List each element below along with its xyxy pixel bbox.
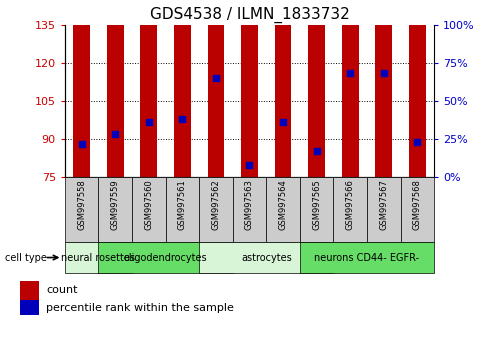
Point <box>346 71 354 76</box>
Point <box>212 75 220 81</box>
Bar <box>166 177 199 242</box>
Bar <box>174 0 191 177</box>
Bar <box>65 242 132 273</box>
Text: GSM997568: GSM997568 <box>413 179 422 230</box>
Text: cell type: cell type <box>5 252 47 263</box>
Point <box>78 141 86 146</box>
Bar <box>342 0 359 177</box>
Text: GSM997558: GSM997558 <box>77 179 86 230</box>
Bar <box>107 0 124 177</box>
Bar <box>19 281 39 300</box>
Text: astrocytes: astrocytes <box>241 252 291 263</box>
Bar <box>98 177 132 242</box>
Point <box>380 71 388 76</box>
Bar <box>98 242 233 273</box>
Bar <box>132 177 166 242</box>
Bar <box>199 242 333 273</box>
Point <box>246 162 253 168</box>
Text: GSM997559: GSM997559 <box>111 179 120 230</box>
Point <box>111 132 119 137</box>
Text: oligodendrocytes: oligodendrocytes <box>124 252 208 263</box>
Text: neurons CD44- EGFR-: neurons CD44- EGFR- <box>314 252 420 263</box>
Text: count: count <box>46 285 77 296</box>
Text: GSM997563: GSM997563 <box>245 179 254 230</box>
Point <box>145 119 153 125</box>
Text: neural rosettes: neural rosettes <box>61 252 135 263</box>
Text: GSM997561: GSM997561 <box>178 179 187 230</box>
Bar <box>367 177 401 242</box>
Bar <box>401 177 434 242</box>
Bar <box>266 177 300 242</box>
Bar <box>233 177 266 242</box>
Bar <box>73 0 90 177</box>
Point <box>178 116 186 122</box>
Text: GSM997560: GSM997560 <box>144 179 153 230</box>
Bar <box>333 177 367 242</box>
Text: GSM997566: GSM997566 <box>346 179 355 230</box>
Text: GSM997565: GSM997565 <box>312 179 321 230</box>
Point <box>313 148 321 154</box>
Point <box>279 119 287 125</box>
Bar <box>65 177 98 242</box>
Bar <box>409 0 426 177</box>
Title: GDS4538 / ILMN_1833732: GDS4538 / ILMN_1833732 <box>150 7 349 23</box>
Text: GSM997562: GSM997562 <box>212 179 221 230</box>
Bar <box>274 0 291 177</box>
Bar <box>140 0 157 177</box>
Text: percentile rank within the sample: percentile rank within the sample <box>46 303 234 313</box>
Bar <box>19 300 39 315</box>
Bar <box>375 0 392 177</box>
Text: GSM997567: GSM997567 <box>379 179 388 230</box>
Bar <box>199 177 233 242</box>
Text: GSM997564: GSM997564 <box>278 179 287 230</box>
Bar <box>300 177 333 242</box>
Bar <box>208 0 225 177</box>
Bar <box>241 0 258 177</box>
Bar <box>300 242 434 273</box>
Point <box>413 139 421 145</box>
Bar <box>308 0 325 177</box>
